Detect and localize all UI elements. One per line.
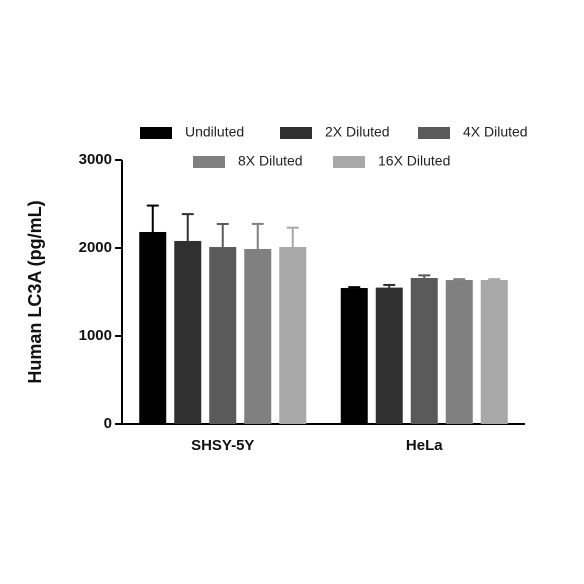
bar — [445, 280, 473, 424]
bar — [174, 240, 202, 424]
legend-label: 8X Diluted — [238, 153, 303, 169]
legend-swatch — [193, 156, 225, 168]
legend-label: 2X Diluted — [325, 124, 390, 140]
error-bar — [181, 213, 194, 241]
error-bar — [488, 278, 501, 281]
legend-label: 16X Diluted — [378, 153, 450, 169]
y-tick-label: 0 — [104, 415, 112, 432]
legend-swatch — [280, 127, 312, 139]
bar — [209, 247, 237, 424]
error-bar — [383, 283, 396, 288]
legend-swatch — [418, 127, 450, 139]
error-bar — [251, 222, 264, 249]
bar — [139, 231, 167, 424]
bar — [480, 280, 508, 424]
bar — [375, 287, 403, 424]
x-tick-label: HeLa — [406, 437, 443, 454]
bar — [244, 248, 272, 424]
x-tick-label: SHSY-5Y — [191, 437, 254, 454]
y-tick-label: 2000 — [79, 239, 112, 256]
error-bar — [348, 286, 361, 289]
legend-label: Undiluted — [185, 124, 244, 140]
y-axis-label: Human LC3A (pg/mL) — [25, 200, 45, 383]
error-bar — [418, 274, 431, 279]
y-tick-label: 3000 — [79, 151, 112, 168]
y-tick-label: 1000 — [79, 327, 112, 344]
error-bar — [216, 222, 229, 248]
legend-label: 4X Diluted — [463, 124, 528, 140]
bar — [279, 247, 307, 424]
error-bar — [146, 204, 159, 232]
legend-swatch — [333, 156, 365, 168]
bar — [340, 288, 368, 424]
bar — [410, 278, 438, 424]
error-bar — [453, 278, 466, 281]
error-bar — [286, 226, 299, 248]
legend-swatch — [140, 127, 172, 139]
